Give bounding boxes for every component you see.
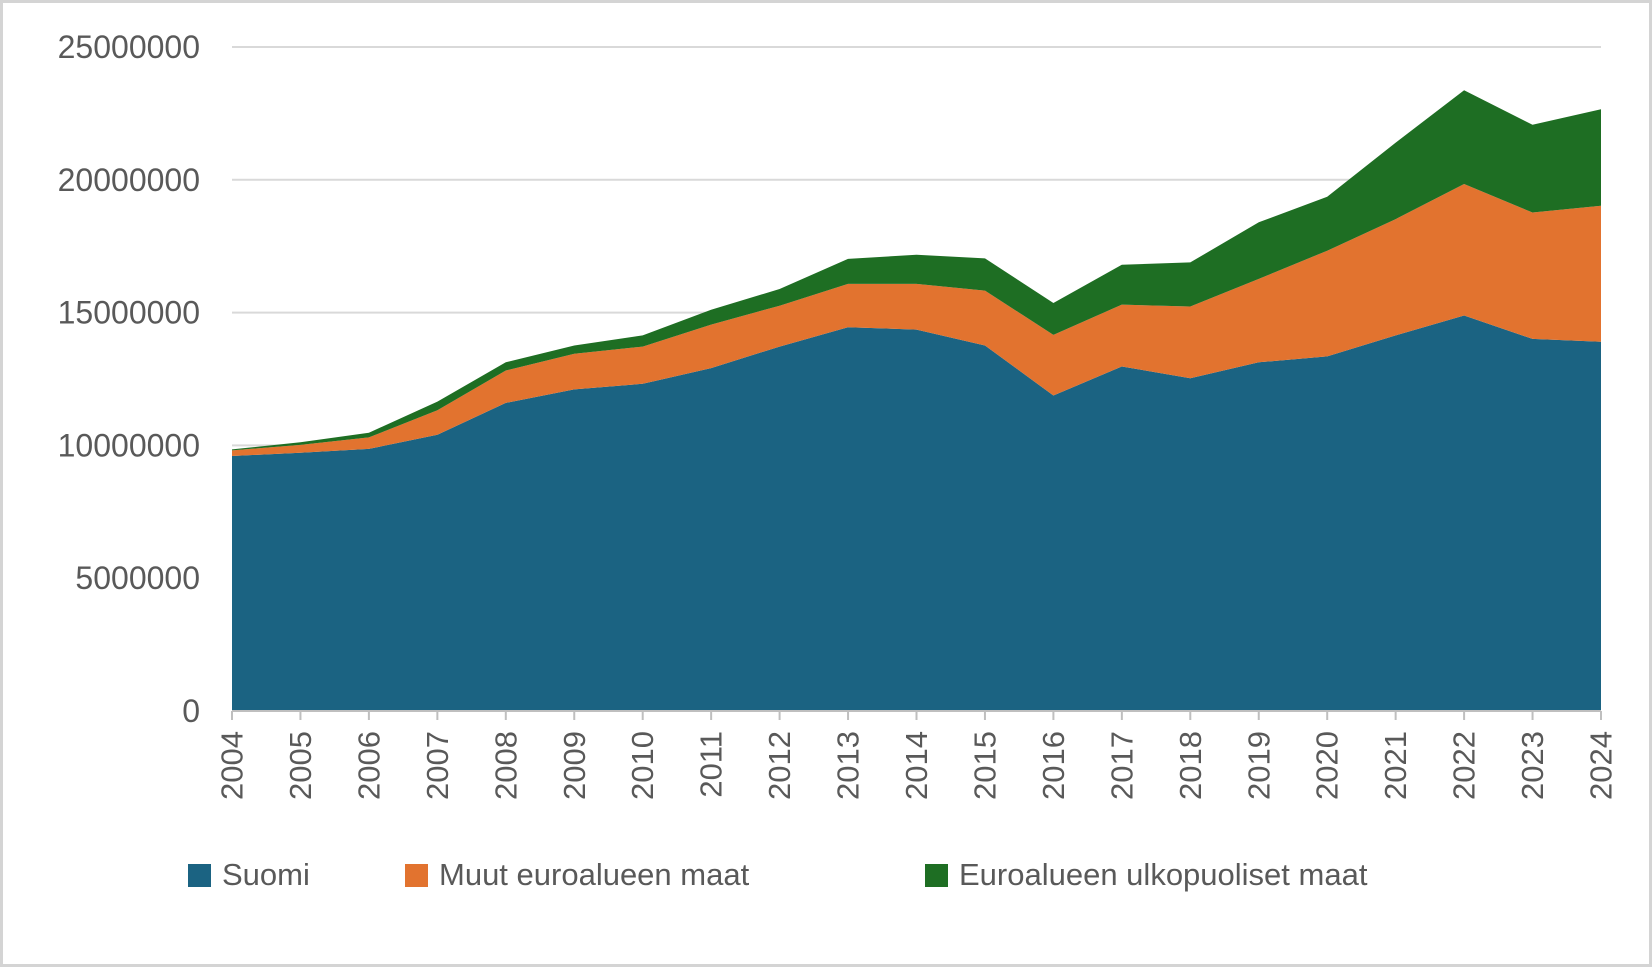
- legend-item-muut-euroalueen-maat: Muut euroalueen maat: [405, 856, 749, 894]
- y-tick-label-15000000: 15000000: [58, 295, 200, 331]
- legend-item-suomi: Suomi: [188, 856, 310, 894]
- x-tick-label-2018: 2018: [1173, 731, 1208, 800]
- x-tick-label-2009: 2009: [557, 731, 592, 800]
- x-tick-label-2005: 2005: [283, 731, 318, 800]
- legend-label-suomi: Suomi: [222, 857, 310, 892]
- x-tick-label-2024: 2024: [1584, 731, 1619, 800]
- y-tick-label-5000000: 5000000: [75, 560, 200, 596]
- x-tick-label-2007: 2007: [420, 731, 455, 800]
- x-axis-labels: 2004 2005 2006 2007 2008 2009 2010 2011 2012 2013…: [215, 731, 1619, 800]
- legend-swatch-suomi: [188, 863, 211, 887]
- plot-area: [232, 90, 1601, 711]
- x-tick-label-2016: 2016: [1036, 731, 1071, 800]
- x-tick-label-2013: 2013: [831, 731, 866, 800]
- legend-label-euroalueen-ulkopuoliset-maat: Euroalueen ulkopuoliset maat: [959, 857, 1368, 892]
- x-tick-label-2011: 2011: [694, 731, 729, 798]
- legend-swatch-euroalueen-ulkopuoliset-maat: [925, 863, 948, 887]
- legend-item-euroalueen-ulkopuoliset-maat: Euroalueen ulkopuoliset maat: [925, 856, 1367, 894]
- area-suomi: [232, 315, 1601, 711]
- x-tick-label-2022: 2022: [1447, 731, 1482, 800]
- x-tick-label-2020: 2020: [1310, 731, 1345, 800]
- x-tick-label-2012: 2012: [762, 731, 797, 800]
- x-tick-label-2006: 2006: [351, 731, 386, 800]
- y-tick-label-0: 0: [182, 693, 200, 729]
- x-tick-label-2010: 2010: [625, 731, 660, 800]
- x-tick-label-2021: 2021: [1378, 731, 1413, 800]
- legend-label-muut-euroalueen-maat: Muut euroalueen maat: [439, 857, 750, 892]
- legend-swatch-muut-euroalueen-maat: [405, 863, 428, 887]
- x-tick-label-2008: 2008: [488, 731, 523, 800]
- y-tick-label-20000000: 20000000: [58, 162, 200, 198]
- x-tick-label-2019: 2019: [1241, 731, 1276, 800]
- area-muut-euroalueen-maat: [232, 184, 1601, 456]
- x-tick-label-2023: 2023: [1515, 731, 1550, 800]
- area-euroalueen-ulkopuoliset-maat: [232, 90, 1601, 451]
- x-tick-label-2004: 2004: [215, 731, 250, 800]
- y-axis: 0 5000000 10000000 15000000 20000000 25000000: [58, 29, 200, 729]
- x-tick-label-2014: 2014: [899, 731, 934, 800]
- x-tick-label-2017: 2017: [1104, 731, 1139, 800]
- y-tick-label-10000000: 10000000: [58, 427, 200, 463]
- y-tick-label-25000000: 25000000: [58, 29, 200, 65]
- x-tick-label-2015: 2015: [968, 731, 1003, 800]
- x-axis: [231, 710, 1602, 720]
